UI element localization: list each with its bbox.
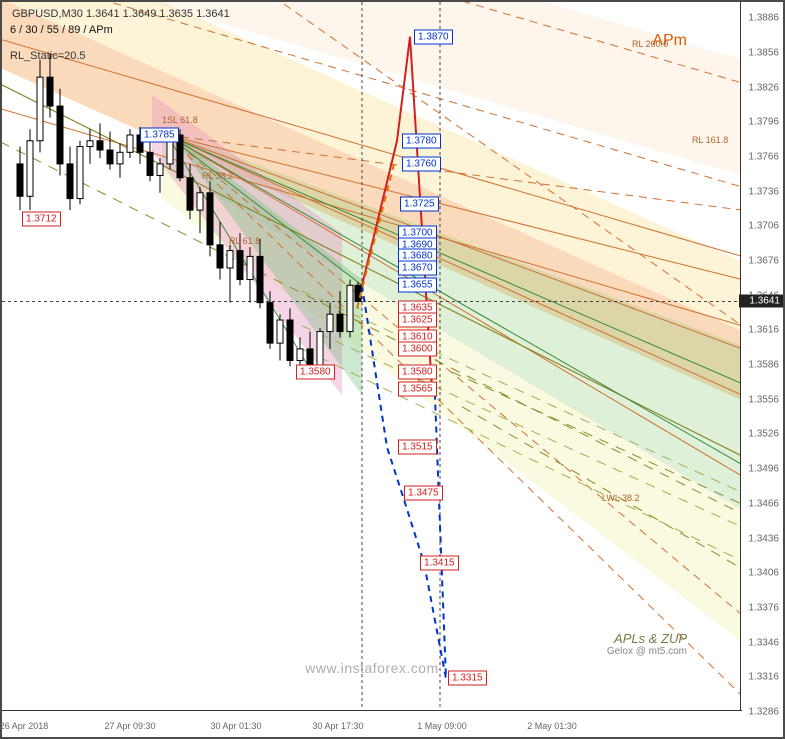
x-tick: 30 Apr 17:30 xyxy=(312,721,363,731)
candle-body xyxy=(257,256,263,302)
y-tick: 1.3766 xyxy=(748,151,779,162)
y-axis: 1.32861.33161.33461.33761.34061.34361.34… xyxy=(740,2,783,712)
price-label: 1.3670 xyxy=(398,260,437,275)
candle-body xyxy=(127,135,133,152)
diag-label: RL 161.8 xyxy=(692,135,728,145)
price-label: 1.3415 xyxy=(420,555,459,570)
candle-body xyxy=(77,147,83,199)
candle-body xyxy=(287,320,293,360)
candle-body xyxy=(117,152,123,164)
candle-body xyxy=(227,251,233,268)
candle-body xyxy=(327,314,333,331)
y-tick: 1.3376 xyxy=(748,602,779,613)
y-tick: 1.3436 xyxy=(748,533,779,544)
price-label: 1.3712 xyxy=(22,212,61,227)
x-tick: 27 Apr 09:30 xyxy=(104,721,155,731)
y-tick: 1.3796 xyxy=(748,117,779,128)
candle-body xyxy=(87,141,93,147)
y-tick: 1.3496 xyxy=(748,464,779,475)
candle-body xyxy=(17,164,23,196)
price-label: 1.3725 xyxy=(400,197,439,212)
candle-body xyxy=(157,164,163,176)
y-tick: 1.3316 xyxy=(748,672,779,683)
credits-block: APLs & ZUP Gelox @ mt5.com xyxy=(607,631,687,657)
price-label: 1.3780 xyxy=(402,133,441,148)
chart-symbol: GBPUSD,M30 1.3641 1.3649 1.3635 1.3641 xyxy=(12,8,230,20)
candle-body xyxy=(277,320,283,343)
candle-body xyxy=(27,141,33,197)
y-tick: 1.3886 xyxy=(748,13,779,24)
diag-label: RL 61.8 xyxy=(229,236,260,246)
y-tick: 1.3616 xyxy=(748,325,779,336)
candle-body xyxy=(57,106,63,164)
watermark: www.instaforex.com xyxy=(305,660,438,676)
candle-body xyxy=(237,251,243,280)
candle-body xyxy=(147,152,153,175)
candle-body xyxy=(197,193,203,210)
price-label: 1.3600 xyxy=(398,341,437,356)
symbol-text: GBPUSD,M30 xyxy=(12,8,83,20)
credits-line2: Gelox @ mt5.com xyxy=(607,646,687,657)
candle-body xyxy=(337,314,343,331)
ohlc-text: 1.3641 1.3649 1.3635 1.3641 xyxy=(86,8,230,20)
candle-body xyxy=(67,164,73,199)
price-label: 1.3315 xyxy=(448,671,487,686)
diag-label: 1SL 61.8 xyxy=(162,115,198,125)
price-label: 1.3515 xyxy=(398,440,437,455)
candle-body xyxy=(187,178,193,210)
price-label: 1.3785 xyxy=(140,127,179,142)
price-label: 1.3625 xyxy=(398,312,437,327)
y-tick: 1.3586 xyxy=(748,360,779,371)
y-tick: 1.3706 xyxy=(748,221,779,232)
chart-container: GBPUSD,M30 1.3641 1.3649 1.3635 1.3641 6… xyxy=(0,0,785,739)
x-tick: 1 May 09:00 xyxy=(417,721,467,731)
y-tick: 1.3406 xyxy=(748,568,779,579)
y-tick: 1.3736 xyxy=(748,186,779,197)
x-axis: 26 Apr 2018 27 Apr 09:30 30 Apr 01:30 30 Ap… xyxy=(2,710,742,737)
y-tick: 1.3466 xyxy=(748,498,779,509)
y-tick: 1.3556 xyxy=(748,394,779,405)
candle-body xyxy=(347,285,353,331)
plot-area[interactable]: GBPUSD,M30 1.3641 1.3649 1.3635 1.3641 6… xyxy=(2,2,742,712)
candle-body xyxy=(267,303,273,343)
diag-label: RL 200.0 xyxy=(632,39,668,49)
periods-text: 6 / 30 / 55 / 89 / APm xyxy=(10,24,113,36)
candle-body xyxy=(317,332,323,367)
price-label: 1.3760 xyxy=(402,156,441,171)
price-label: 1.3870 xyxy=(414,29,453,44)
x-tick: 30 Apr 01:30 xyxy=(210,721,261,731)
y-tick: 1.3286 xyxy=(748,707,779,718)
diag-label: LWL 38.2 xyxy=(602,493,640,503)
y-tick: 1.3526 xyxy=(748,429,779,440)
candle-body xyxy=(217,245,223,268)
x-tick: 26 Apr 2018 xyxy=(0,721,48,731)
candle-body xyxy=(47,77,53,106)
y-tick: 1.3346 xyxy=(748,637,779,648)
rl-static-text: RL_Static=20.5 xyxy=(10,50,86,62)
credits-line1: APLs & ZUP xyxy=(607,631,687,646)
candle-body xyxy=(297,349,303,361)
diag-label: RL 38.2 xyxy=(202,171,233,181)
price-label: 1.3580 xyxy=(296,365,335,380)
price-label: 1.3655 xyxy=(398,278,437,293)
chart-svg xyxy=(2,2,742,712)
x-tick: 2 May 01:30 xyxy=(527,721,577,731)
candle-body xyxy=(107,150,113,164)
price-label: 1.3580 xyxy=(398,365,437,380)
y-tick: 1.3856 xyxy=(748,47,779,58)
candle-body xyxy=(37,77,43,141)
y-tick: 1.3826 xyxy=(748,82,779,93)
candle-body xyxy=(97,141,103,150)
price-label: 1.3565 xyxy=(398,382,437,397)
candle-body xyxy=(247,256,253,279)
current-price-marker: 1.3641 xyxy=(739,295,783,308)
y-tick: 1.3676 xyxy=(748,256,779,267)
candle-body xyxy=(207,193,213,245)
price-label: 1.3475 xyxy=(404,486,443,501)
